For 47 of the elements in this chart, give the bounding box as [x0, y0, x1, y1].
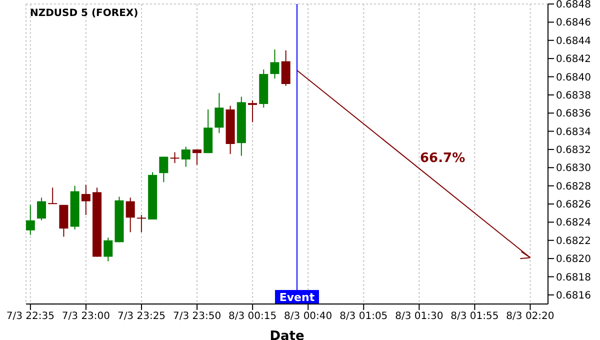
candlestick — [192, 148, 202, 166]
x-tick-label: 7/3 23:25 — [117, 311, 166, 322]
candlestick — [81, 184, 90, 216]
candlestick — [59, 204, 68, 238]
x-tick-label: 8/3 01:30 — [395, 311, 444, 322]
y-tick-label: 0.6828 — [556, 181, 591, 192]
y-tick-label: 0.6834 — [556, 126, 591, 138]
y-tick-label: 0.6848 — [556, 0, 591, 11]
y-tick-label: 0.6820 — [556, 254, 591, 266]
y-tick-label: 0.6816 — [556, 290, 591, 302]
x-tick-label: 7/3 23:00 — [62, 311, 110, 322]
candlestick — [248, 100, 258, 123]
candlestick — [270, 48, 280, 80]
x-tick-label: 8/3 00:40 — [284, 311, 332, 322]
candlestick — [159, 156, 168, 183]
x-tick-label: 8/3 00:15 — [228, 311, 277, 322]
y-tick-label: 0.6826 — [556, 200, 591, 211]
y-tick-label: 0.6830 — [556, 163, 591, 174]
y-tick-label: 0.6824 — [556, 218, 591, 229]
candlestick — [48, 187, 58, 204]
ref-line-label: Event — [279, 291, 315, 304]
annotation: 66.7% — [420, 151, 466, 166]
y-tick-label: 0.6818 — [556, 272, 591, 284]
x-tick-label: 7/3 22:35 — [6, 311, 54, 322]
candlestick — [281, 50, 290, 86]
chart-title: NZDUSD 5 (FOREX) — [30, 8, 138, 19]
y-tick-label: 0.6822 — [556, 236, 591, 247]
candlestick — [126, 197, 135, 233]
y-tick-label: 0.6836 — [556, 108, 591, 120]
y-tick-label: 0.6842 — [556, 54, 591, 66]
x-tick-label: 8/3 01:05 — [340, 311, 388, 322]
y-tick-label: 0.6832 — [556, 145, 591, 156]
y-tick-label: 0.6844 — [556, 36, 591, 47]
y-tick-label: 0.6846 — [556, 18, 591, 29]
y-tick-label: 0.6840 — [556, 72, 591, 84]
x-tick-label: 7/3 23:50 — [172, 311, 222, 322]
candlestick — [36, 197, 46, 221]
candlestick — [26, 204, 35, 236]
y-tick-label: 0.6838 — [556, 90, 591, 102]
x-axis-title: Date — [270, 329, 304, 340]
candlestick — [136, 214, 146, 233]
candlestick — [104, 237, 113, 262]
x-tick-label: 8/3 02:20 — [506, 311, 554, 322]
candlestick — [170, 152, 180, 164]
x-tick-label: 8/3 01:55 — [450, 311, 499, 322]
candlestick — [214, 92, 224, 134]
candlestick — [181, 146, 190, 168]
